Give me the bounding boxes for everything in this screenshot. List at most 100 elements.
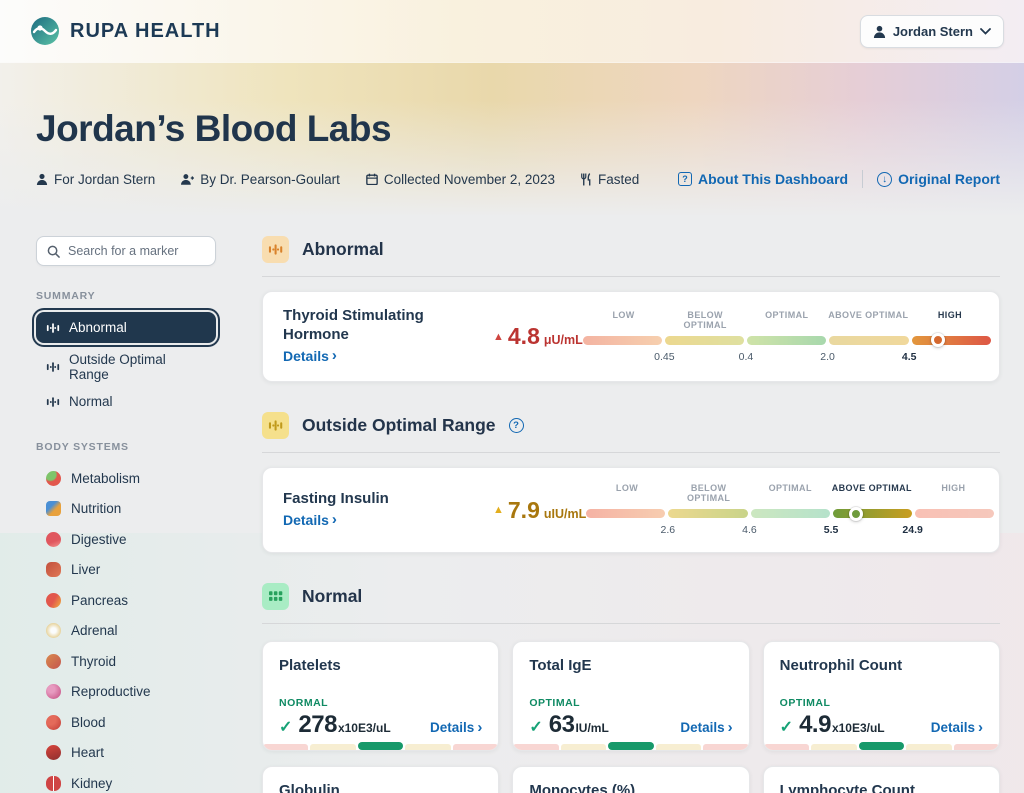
sidebar-item-thyroid[interactable]: Thyroid: [36, 646, 216, 677]
zone-high: [911, 335, 991, 345]
meta-fasted: Fasted: [581, 172, 639, 187]
metabolism-icon: [46, 470, 61, 486]
sidebar-item-kidney[interactable]: Kidney: [36, 768, 216, 793]
brand-name: RUPA HEALTH: [70, 19, 221, 42]
top-navigation-bar: RUPA HEALTH Jordan Stern: [0, 0, 1024, 62]
sidebar-item-blood[interactable]: Blood: [36, 707, 216, 738]
value-marker-dot: [848, 506, 863, 521]
abnormal-waveform-icon: [262, 236, 289, 263]
marker-name: Thyroid Stimulating Hormone: [283, 307, 424, 343]
sidebar-item-digestive[interactable]: Digestive: [36, 524, 216, 555]
thyroid-icon: [46, 653, 61, 669]
sidebar-item-liver[interactable]: Liver: [36, 555, 216, 586]
reproductive-icon: [46, 684, 61, 700]
info-icon[interactable]: ?: [508, 418, 524, 433]
section-abnormal: Abnormal Thyroid Stimulating Hormone Det…: [262, 236, 1000, 382]
brand-logo[interactable]: RUPA HEALTH: [30, 16, 221, 46]
zone-optimal: [747, 335, 827, 345]
sidebar-item-adrenal[interactable]: Adrenal: [36, 616, 216, 647]
marker-card-globulin: Globulin NORMAL ✓ 3.1 g/dL Details›: [262, 766, 500, 793]
marker-unit: IU/mL: [575, 721, 609, 735]
details-link[interactable]: Details ›: [930, 718, 983, 736]
status-badge: NORMAL: [279, 697, 329, 709]
kidney-icon: [46, 775, 61, 791]
zone-above-optimal: [832, 509, 913, 518]
search-icon: [47, 245, 60, 258]
details-link[interactable]: Details ›: [283, 511, 337, 529]
marker-name: Neutrophil Count: [779, 657, 903, 674]
sidebar-item-normal[interactable]: Normal: [36, 386, 216, 417]
marker-unit: x10E3/uL: [831, 721, 885, 735]
about-dashboard-link[interactable]: ? About This Dashboard: [677, 171, 848, 187]
sidebar-item-pancreas[interactable]: Pancreas: [36, 585, 216, 616]
zone-above-optimal: [829, 335, 909, 345]
meta-row: For Jordan Stern By Dr. Pearson-Goulart …: [36, 170, 1000, 188]
sidebar: SUMMARY Abnormal Outside Optimal Range N…: [36, 236, 216, 793]
marker-value: ▲ 7.9 uIU/mL: [493, 496, 587, 523]
summary-group-label: SUMMARY: [36, 290, 96, 302]
nutrition-icon: [46, 501, 61, 517]
utensils-icon: [581, 172, 592, 186]
search-box[interactable]: [36, 236, 216, 266]
marker-value: 278: [298, 711, 337, 738]
sidebar-item-reproductive[interactable]: Reproductive: [36, 677, 216, 708]
status-badge: OPTIMAL: [779, 697, 831, 709]
body-systems-group-label: BODY SYSTEMS: [36, 441, 129, 453]
zone-below-optimal: [664, 335, 745, 345]
search-input[interactable]: [68, 244, 205, 258]
sidebar-item-heart[interactable]: Heart: [36, 738, 216, 769]
chevron-right-icon: ›: [727, 718, 733, 736]
sidebar-item-nutrition[interactable]: Nutrition: [36, 494, 216, 525]
up-triangle-icon: ▲: [493, 330, 504, 343]
sidebar-item-outside-optimal-range[interactable]: Outside Optimal Range: [36, 351, 216, 382]
question-square-icon: ?: [677, 172, 692, 186]
chevron-right-icon: ›: [477, 718, 483, 736]
mini-range-bar: [513, 742, 749, 750]
up-triangle-icon: ▲: [493, 504, 504, 516]
digestive-icon: [46, 531, 61, 547]
marker-card-monocytes: Monocytes (%) OPTIMAL ✓ 7 % Details›: [512, 766, 750, 793]
marker-card-total-ige: Total IgE OPTIMAL ✓ 63 IU/mL Details ›: [512, 641, 750, 751]
zone-below-optimal: [668, 509, 748, 518]
doctor-icon: [181, 173, 195, 185]
waveform-icon: [46, 395, 60, 409]
range-scale: LOW BELOW OPTIMAL OPTIMAL ABOVE OPTIMAL …: [582, 310, 991, 364]
user-name: Jordan Stern: [892, 23, 973, 39]
check-icon: ✓: [779, 719, 794, 736]
meta-collected-date: Collected November 2, 2023: [366, 172, 555, 187]
zone-low: [586, 509, 666, 518]
mini-range-bar: [763, 742, 999, 750]
meta-practitioner: By Dr. Pearson-Goulart: [181, 172, 340, 187]
zone-optimal: [750, 509, 830, 518]
heart-icon: [46, 745, 61, 761]
marker-value: 63: [548, 711, 575, 738]
marker-name: Monocytes (%): [529, 782, 636, 793]
background-fade: [0, 100, 1024, 230]
chevron-down-icon: [980, 27, 991, 35]
details-link[interactable]: Details ›: [680, 718, 733, 736]
calendar-icon: [366, 173, 378, 185]
marker-card-neutrophil-count: Neutrophil Count OPTIMAL ✓ 4.9 x10E3/uL …: [762, 641, 1000, 751]
original-report-link[interactable]: ↓ Original Report: [877, 171, 1000, 187]
details-link[interactable]: Details ›: [430, 718, 483, 736]
adrenal-icon: [46, 623, 61, 639]
page-header: Jordan’s Blood Labs For Jordan Stern By …: [0, 108, 1024, 188]
details-link[interactable]: Details ›: [283, 347, 337, 364]
section-title-normal: Normal: [302, 586, 363, 606]
marker-name: Globulin: [279, 782, 340, 793]
marker-name: Fasting Insulin: [283, 489, 389, 507]
value-marker-dot: [930, 333, 945, 347]
status-badge: OPTIMAL: [529, 697, 581, 709]
marker-value: 4.9: [799, 711, 831, 738]
link-divider: [862, 170, 864, 188]
normal-card-grid: Platelets NORMAL ✓ 278 x10E3/uL Details ›: [262, 641, 1000, 793]
marker-card-fasting-insulin: Fasting Insulin Details › ▲ 7.9 uIU/mL LO…: [262, 467, 1000, 553]
user-menu-button[interactable]: Jordan Stern: [859, 14, 1004, 48]
sidebar-item-metabolism[interactable]: Metabolism: [36, 463, 216, 494]
range-scale: LOW BELOW OPTIMAL OPTIMAL ABOVE OPTIMAL …: [586, 483, 995, 537]
sidebar-item-abnormal[interactable]: Abnormal: [36, 312, 216, 343]
section-normal: Normal Platelets NORMAL ✓ 278 x10E3/uL D…: [262, 583, 1000, 793]
download-icon: ↓: [877, 171, 893, 187]
mini-range-bar: [263, 742, 499, 750]
marker-card-lymphocyte-count: Lymphocyte Count OPTIMAL ✓ 2.5 x10E3/uL …: [762, 766, 1000, 793]
